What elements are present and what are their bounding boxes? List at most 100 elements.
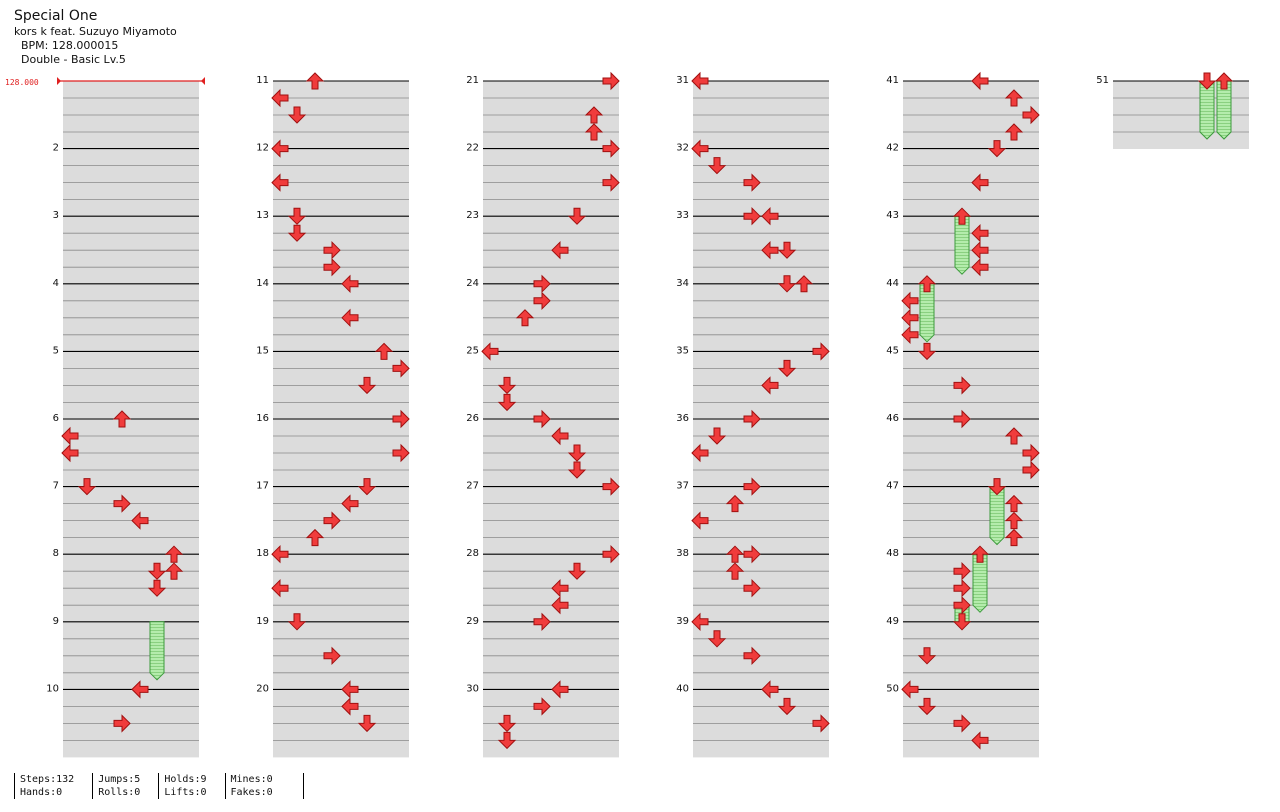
hold-body-icon [149,621,165,681]
beat-band [63,672,199,690]
beat-band [273,81,409,98]
measure-number: 49 [886,616,899,627]
beat-band [483,740,619,758]
arrow-down-icon [707,157,727,175]
beat-band [273,470,409,487]
arrow-right-icon [602,544,620,564]
beat-band [63,98,199,115]
measure: 37 [676,481,829,555]
beat-band [903,132,1039,149]
arrow-right-icon [953,714,971,733]
beat-band [63,317,199,335]
measure: 46 [886,413,1039,487]
arrow-right-icon [953,578,971,598]
measure: 47 [886,481,1039,555]
arrow-right-icon [392,443,410,463]
stat-jumps: Jumps:5 [98,774,141,785]
arrow-left-icon [691,139,709,158]
beat-band [483,98,619,115]
beat-band [273,98,409,115]
measure: 39 [676,616,829,690]
arrow-right-icon [323,511,341,530]
beat-band [273,148,409,166]
hold-body-icon [919,283,935,343]
stat-group-mines: Mines:0 Fakes:0 [224,773,304,799]
arrow-down-icon [567,207,587,225]
arrow-down-icon [1197,72,1217,90]
beat-band [903,655,1039,673]
beat-band [273,402,409,420]
beat-band [483,723,619,741]
arrow-up-icon [725,545,745,563]
arrow-up-icon [584,123,604,141]
arrow-down-icon [287,207,307,225]
beat-band [903,115,1039,132]
beat-band [483,571,619,589]
beat-band [1113,81,1249,98]
stat-mines: Mines:0 [230,774,273,785]
arrow-up-icon [515,309,535,327]
beat-band [273,588,409,606]
beat-band [903,672,1039,690]
arrow-right-icon [1022,105,1040,125]
arrow-right-icon [323,257,341,277]
measure-number: 25 [466,345,479,356]
arrow-right-icon [602,477,620,496]
arrow-right-icon [113,494,131,513]
measure-number: 41 [886,75,899,86]
beat-band [63,503,199,521]
beat-band [903,638,1039,656]
arrow-right-icon [953,595,971,615]
measure-number: 11 [256,75,269,86]
beat-band [903,385,1039,403]
measure-number: 29 [466,616,479,627]
beat-band [483,115,619,132]
measure-number: 42 [886,143,899,154]
beat-band [483,351,619,369]
measure-number: 39 [676,616,689,627]
beat-band [483,132,619,149]
measure-number: 18 [256,548,269,559]
beat-band [483,334,619,352]
beat-band [63,368,199,386]
arrow-right-icon [743,206,761,226]
arrow-down-icon [357,376,377,395]
arrow-down-icon [497,393,517,412]
beat-band [273,453,409,470]
arrow-right-icon [533,612,551,632]
arrow-left-icon [551,595,569,615]
arrow-left-icon [971,223,989,243]
beat-band [273,554,409,572]
beat-band [903,317,1039,335]
measure: 11 [256,75,409,149]
beat-band [483,503,619,521]
arrow-left-icon [61,443,79,463]
measure-number: 45 [886,345,899,356]
chart-stats: Steps:132 Hands:0 Jumps:5 Rolls:0 Holds:… [14,773,304,799]
arrow-left-icon [481,342,499,361]
beat-band [903,503,1039,521]
stat-group-jumps: Jumps:5 Rolls:0 [92,773,158,799]
beat-band [903,351,1039,369]
arrow-left-icon [971,240,989,260]
beat-band [903,605,1039,623]
arrow-right-icon [602,139,620,158]
arrow-right-icon [533,697,551,716]
measure: 36 [676,413,829,487]
beat-band [693,199,829,217]
beat-band [693,300,829,318]
beat-band [63,300,199,318]
arrow-right-icon [743,578,761,598]
beat-band [693,81,829,98]
arrow-down-icon [777,241,797,259]
beat-band [1113,98,1249,115]
arrow-right-icon [323,646,341,666]
beat-band [273,165,409,183]
beat-band [693,317,829,335]
beat-band [693,638,829,656]
beat-band [903,199,1039,217]
arrow-down-icon [357,714,377,733]
beat-band [693,706,829,724]
beat-band [693,351,829,369]
beat-band [483,233,619,251]
